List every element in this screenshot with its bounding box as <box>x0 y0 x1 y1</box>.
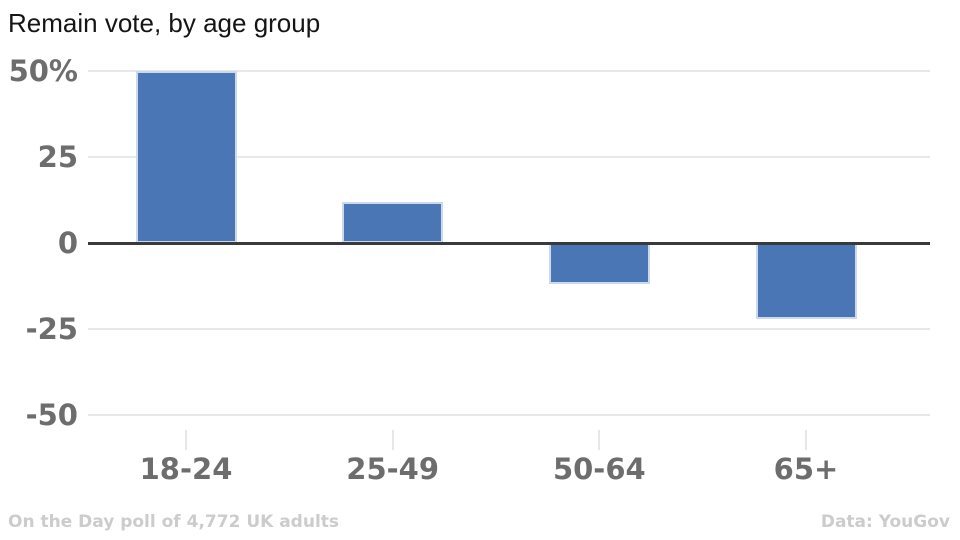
y-axis-label: 25 <box>37 140 78 174</box>
x-axis-label: 25-49 <box>346 452 440 486</box>
chart-title: Remain vote, by age group <box>8 8 321 38</box>
x-axis-label: 18-24 <box>139 452 233 486</box>
x-axis-tick <box>805 430 807 450</box>
x-axis-tick <box>185 430 187 450</box>
y-axis-label: 0 <box>57 226 78 260</box>
source-note: On the Day poll of 4,772 UK adults <box>8 512 340 532</box>
gridline <box>88 414 930 416</box>
bar-65+ <box>755 243 857 319</box>
x-axis-tick <box>391 430 394 450</box>
y-axis-label: -50 <box>25 398 78 432</box>
x-axis-label: 50-64 <box>552 452 646 486</box>
data-credit: Data: YouGov <box>820 512 950 532</box>
gridline <box>88 328 930 330</box>
gridline <box>88 156 930 158</box>
x-axis-tick <box>598 430 601 450</box>
bar-18-24 <box>135 71 237 243</box>
bar-50-64 <box>548 243 650 285</box>
chart-footer: On the Day poll of 4,772 UK adults Data:… <box>8 512 950 532</box>
x-axis-label: 65+ <box>773 452 839 486</box>
gridline <box>88 70 930 72</box>
y-axis-label: -25 <box>25 312 78 346</box>
y-axis-label: 50% <box>8 54 78 88</box>
zero-axis-line <box>88 241 930 245</box>
bar-25-49 <box>342 201 444 243</box>
